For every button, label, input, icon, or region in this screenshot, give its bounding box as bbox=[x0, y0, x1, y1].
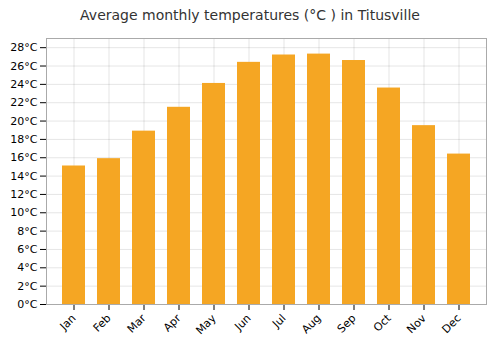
svg-text:Dec: Dec bbox=[439, 312, 463, 336]
svg-text:8°C: 8°C bbox=[17, 225, 37, 238]
html-text:Average monthly temperatures (: Average monthly temperatures (°C ) in Ti… bbox=[80, 7, 420, 23]
svg-text:2°C: 2°C bbox=[17, 280, 37, 293]
svg-text:0°C: 0°C bbox=[17, 298, 37, 311]
svg-text:16°C: 16°C bbox=[10, 151, 37, 164]
svg-text:28°C: 28°C bbox=[10, 41, 37, 54]
svg-text:Aug: Aug bbox=[299, 312, 323, 336]
svg-text:26°C: 26°C bbox=[10, 60, 37, 73]
svg-text:20°C: 20°C bbox=[10, 115, 37, 128]
svg-text:12°C: 12°C bbox=[10, 188, 37, 201]
svg-text:Sep: Sep bbox=[335, 312, 359, 336]
svg-text:14°C: 14°C bbox=[10, 170, 37, 183]
svg-text:Apr: Apr bbox=[161, 311, 184, 334]
svg-text:6°C: 6°C bbox=[17, 243, 37, 256]
svg-text:Oct: Oct bbox=[371, 311, 394, 334]
svg-text:Mar: Mar bbox=[125, 311, 149, 335]
svg-text:22°C: 22°C bbox=[10, 96, 37, 109]
svg-text:10°C: 10°C bbox=[10, 206, 37, 219]
svg-text:4°C: 4°C bbox=[17, 261, 37, 274]
svg-text:Jul: Jul bbox=[269, 312, 288, 331]
svg-text:Jun: Jun bbox=[232, 312, 254, 334]
svg-text:Feb: Feb bbox=[91, 312, 114, 335]
svg-text:May: May bbox=[193, 311, 219, 337]
svg-text:24°C: 24°C bbox=[10, 78, 37, 91]
svg-text:Nov: Nov bbox=[404, 311, 429, 336]
svg-text:18°C: 18°C bbox=[10, 133, 37, 146]
svg-text:Jan: Jan bbox=[57, 312, 79, 334]
